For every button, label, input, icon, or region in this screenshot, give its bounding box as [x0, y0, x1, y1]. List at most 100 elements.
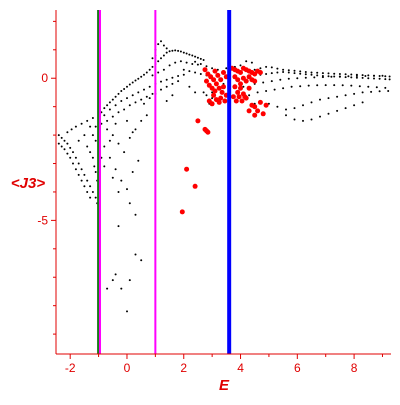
data-point [188, 85, 191, 88]
data-point [145, 114, 148, 117]
data-point [162, 68, 165, 71]
data-point [338, 75, 341, 78]
data-point [89, 125, 92, 128]
data-point [287, 71, 290, 74]
data-point [128, 202, 131, 205]
data-point [86, 191, 89, 193]
data-point [134, 253, 137, 256]
data-point [165, 47, 168, 50]
data-point [196, 63, 199, 66]
data-point [240, 91, 246, 97]
data-point [72, 162, 74, 165]
data-point [182, 73, 185, 76]
data-point [202, 91, 205, 94]
plot-area [57, 10, 391, 354]
data-point [111, 115, 114, 118]
data-point [367, 77, 370, 80]
data-point [108, 101, 111, 104]
data-point [232, 84, 238, 90]
data-point [91, 191, 94, 193]
data-point [120, 90, 123, 92]
data-point [257, 99, 263, 105]
data-point [185, 52, 188, 55]
data-point [57, 142, 60, 145]
data-point [238, 70, 243, 75]
data-point [191, 63, 194, 65]
x-tick-label: 8 [351, 361, 358, 375]
data-point [177, 80, 180, 83]
data-point [94, 196, 97, 199]
data-point [91, 117, 94, 119]
data-point [248, 94, 251, 97]
data-point [114, 122, 117, 125]
data-point [370, 90, 373, 93]
data-point [179, 60, 182, 63]
data-point [350, 76, 353, 79]
data-point [250, 61, 253, 64]
data-point [148, 97, 151, 100]
x-axis-title: E [219, 377, 230, 394]
data-point [270, 66, 273, 69]
data-point [114, 95, 117, 98]
data-point [273, 88, 276, 91]
axes: -2 0 2 4 6 8 0 -5 [37, 10, 391, 375]
data-point [145, 71, 148, 74]
data-point [367, 85, 370, 88]
data-point [202, 59, 205, 61]
data-point [94, 125, 97, 128]
data-point [212, 88, 218, 94]
data-point [353, 104, 356, 107]
data-point [134, 79, 137, 82]
data-series-0 [57, 40, 391, 313]
data-point [262, 81, 265, 84]
data-point [111, 134, 114, 137]
data-point [137, 77, 140, 80]
data-point [171, 76, 174, 79]
data-point [123, 151, 126, 154]
data-point [205, 94, 208, 97]
data-point [265, 65, 268, 68]
data-point [344, 94, 347, 97]
data-point [80, 122, 83, 125]
data-point [160, 88, 162, 91]
data-point [157, 43, 160, 46]
data-point [66, 152, 69, 155]
data-point [270, 72, 273, 75]
data-point [216, 85, 222, 91]
data-point [321, 72, 324, 75]
data-point [80, 168, 83, 171]
data-point [162, 54, 165, 57]
data-point [259, 67, 262, 70]
data-point [137, 159, 140, 162]
data-point [195, 118, 201, 124]
data-point [83, 173, 86, 176]
data-point [255, 108, 261, 114]
data-point [246, 85, 252, 91]
data-point [199, 73, 202, 75]
data-point [384, 75, 387, 78]
data-point [131, 94, 134, 97]
y-tick-label: 0 [41, 71, 48, 85]
data-point [63, 139, 66, 142]
data-point [196, 56, 199, 59]
data-point [302, 104, 304, 107]
data-point [353, 92, 356, 95]
data-point [126, 310, 128, 313]
data-point [137, 91, 140, 94]
data-point [114, 168, 117, 171]
data-point [148, 68, 151, 71]
data-point [319, 115, 321, 118]
data-point [260, 111, 266, 117]
data-point [165, 51, 168, 54]
data-point [120, 100, 123, 102]
data-point [86, 119, 89, 122]
data-point [177, 75, 180, 77]
data-point [361, 74, 364, 77]
data-point [143, 73, 145, 76]
data-point [174, 49, 177, 52]
data-point [211, 97, 214, 100]
data-point [83, 134, 86, 137]
data-point [94, 171, 97, 173]
data-series-1 [179, 65, 269, 215]
data-point [157, 60, 160, 63]
